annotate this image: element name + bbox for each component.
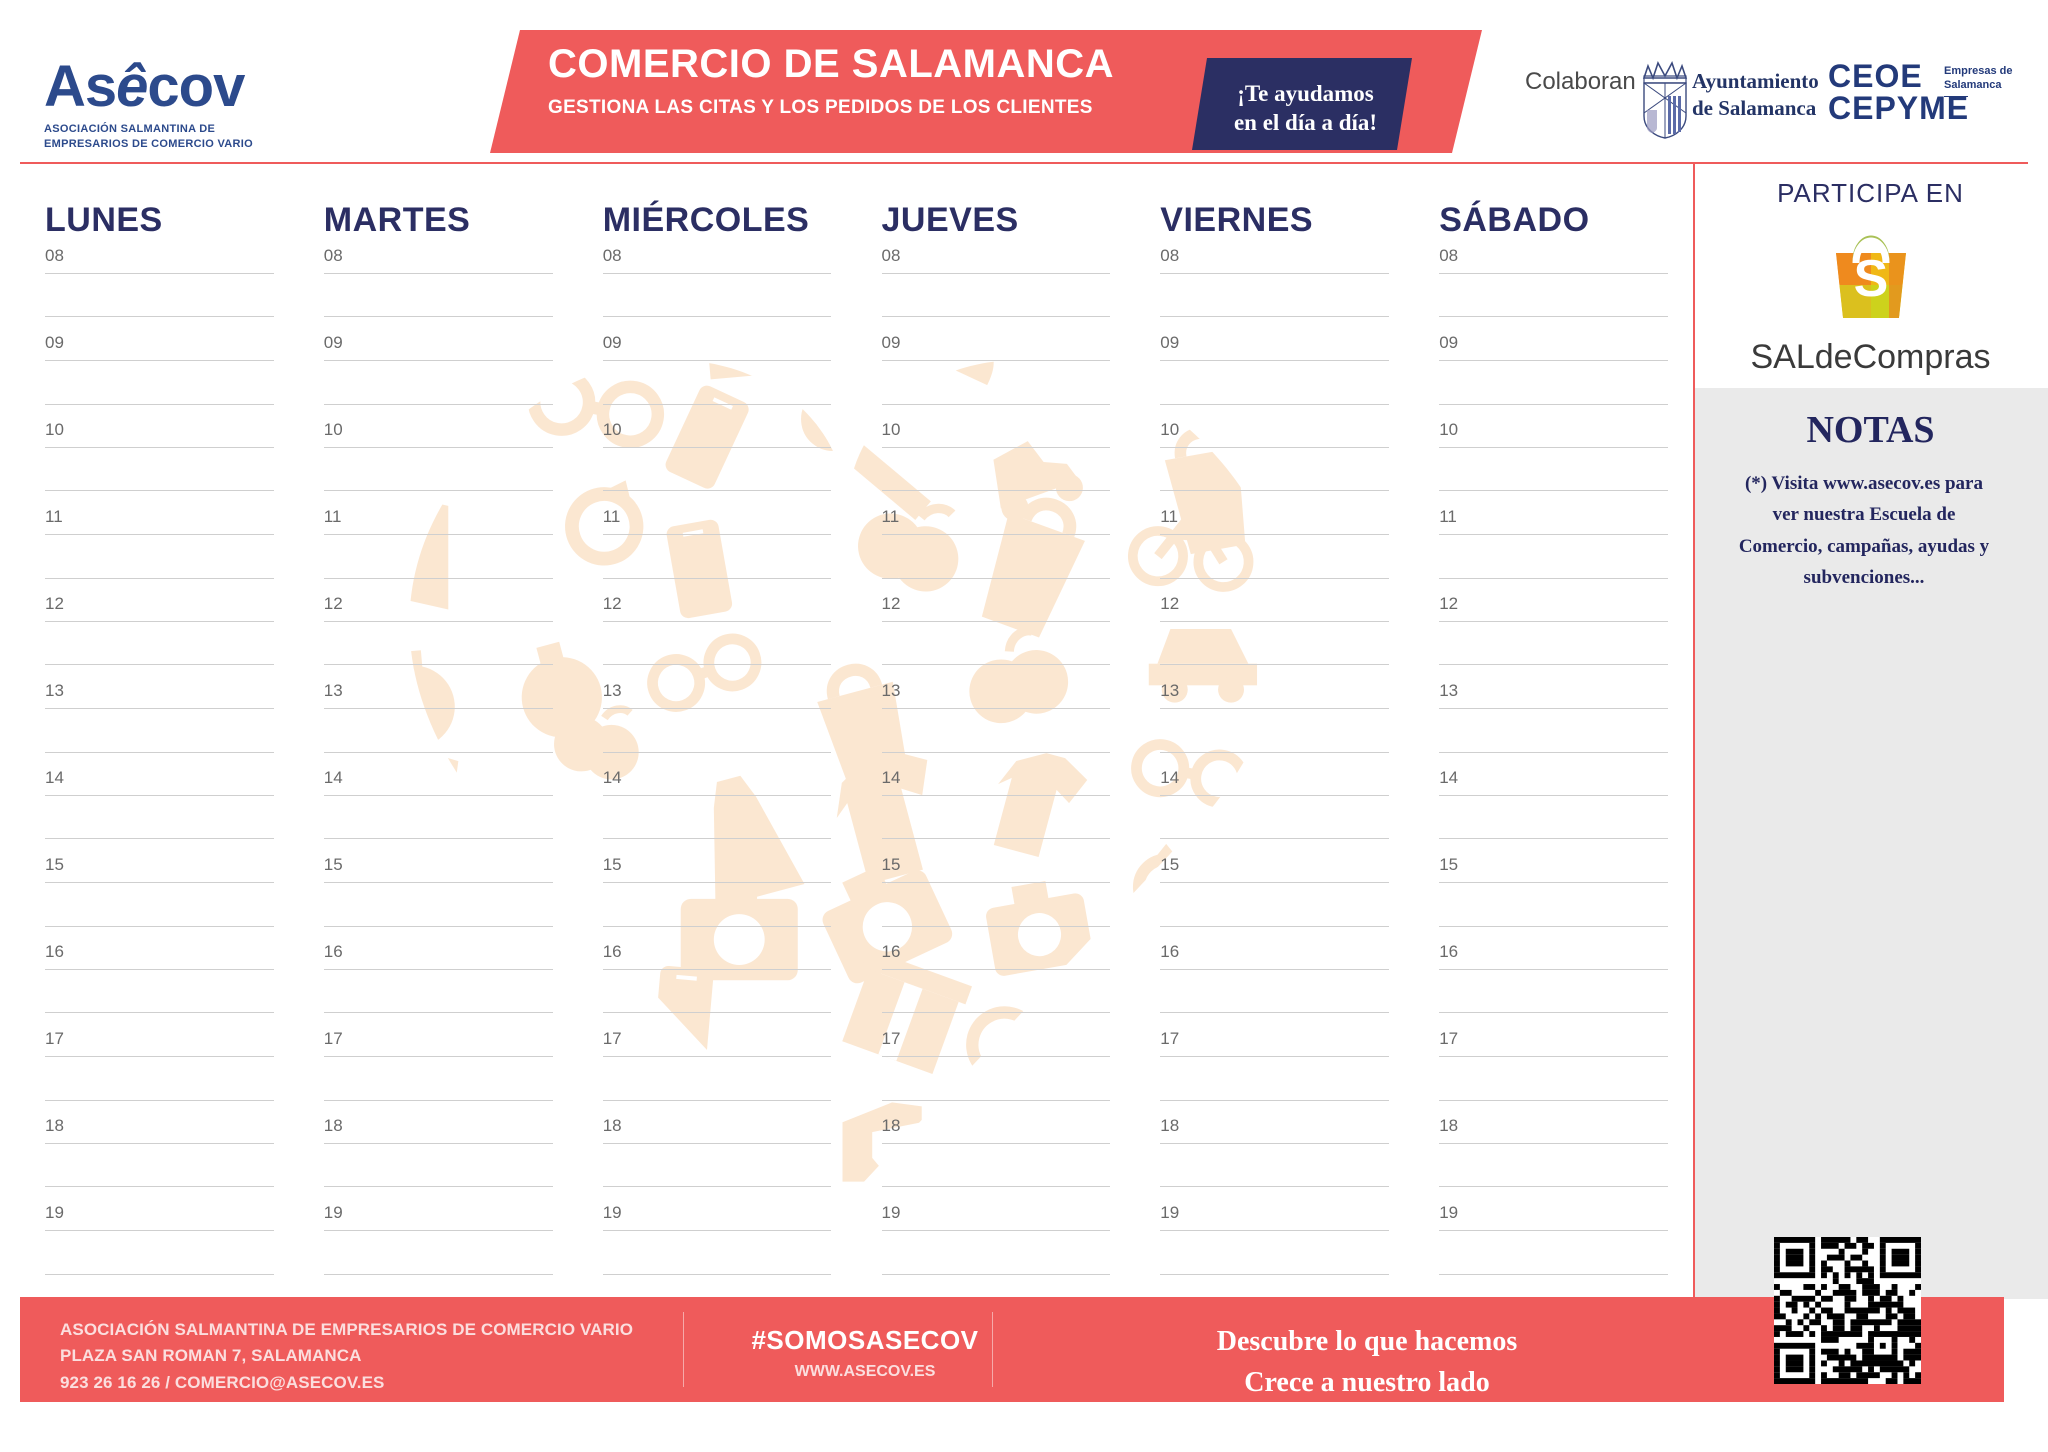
svg-text:S: S	[1854, 250, 1889, 308]
